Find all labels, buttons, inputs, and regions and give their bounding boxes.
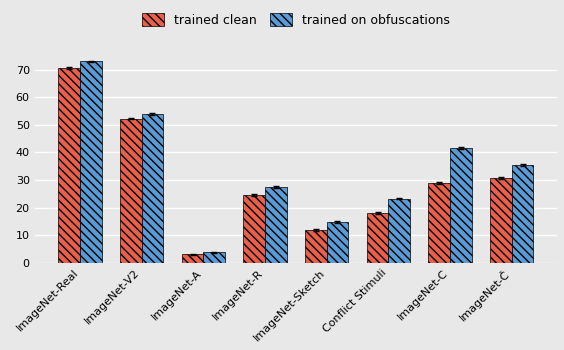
Bar: [490, 178, 512, 263]
Bar: [120, 119, 142, 263]
Legend: trained clean, trained on obfuscations: trained clean, trained on obfuscations: [136, 8, 455, 32]
Bar: [182, 254, 203, 263]
Bar: [450, 148, 472, 263]
Bar: [142, 114, 163, 263]
Bar: [244, 195, 265, 263]
Bar: [58, 68, 80, 263]
Bar: [305, 230, 327, 263]
Bar: [203, 252, 225, 263]
Bar: [265, 187, 287, 263]
Bar: [389, 198, 410, 263]
Bar: [367, 213, 389, 263]
Bar: [512, 165, 534, 263]
Bar: [327, 222, 348, 263]
Bar: [429, 183, 450, 263]
Bar: [80, 61, 102, 263]
